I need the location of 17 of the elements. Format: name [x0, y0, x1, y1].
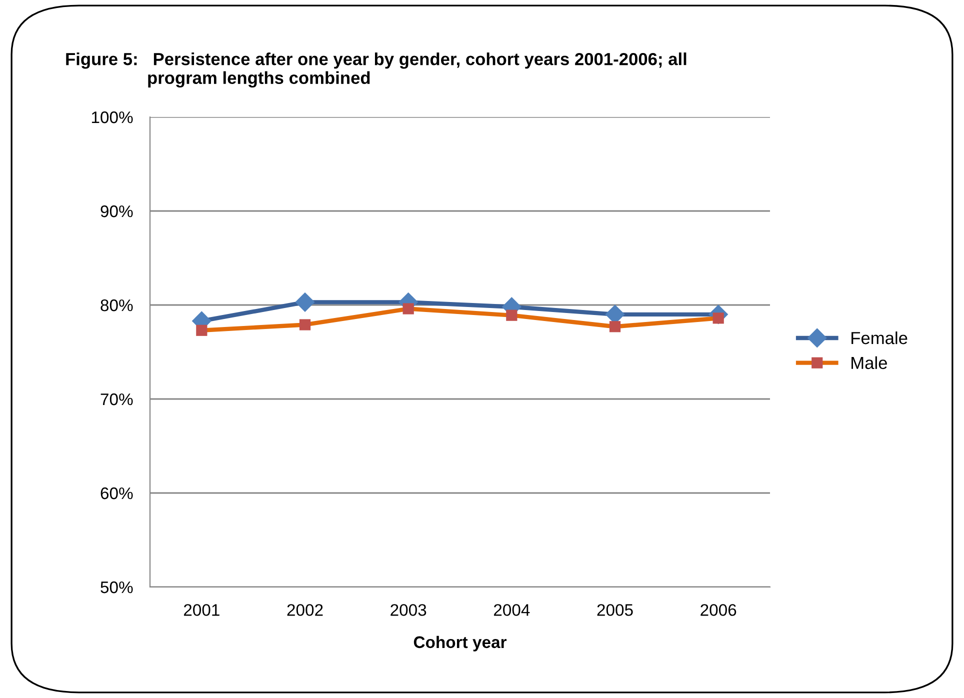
- y-tick-label: 50%: [100, 581, 133, 594]
- x-tick-label: 2006: [700, 604, 736, 616]
- x-tick-label: 2004: [494, 604, 530, 616]
- y-tick-label: 80%: [100, 299, 133, 312]
- x-axis-title: Cohort year: [414, 636, 507, 652]
- y-tick-label: 70%: [100, 393, 133, 406]
- legend-label: Female: [852, 331, 908, 344]
- x-tick-label: 2002: [287, 604, 323, 616]
- x-tick-label: 2005: [597, 604, 633, 616]
- chart-title: Figure 5: Persistence after one year by gender, cohort years 2001-2006; all program lengths combined: [66, 52, 686, 88]
- y-tick-label: 60%: [100, 487, 133, 500]
- x-tick-label: 2001: [184, 604, 220, 616]
- y-tick-label: 100%: [92, 111, 133, 124]
- x-tick-label: 2003: [390, 604, 426, 616]
- y-tick-label: 90%: [100, 205, 133, 218]
- point: [295, 292, 315, 312]
- legend-label: Male: [852, 356, 887, 370]
